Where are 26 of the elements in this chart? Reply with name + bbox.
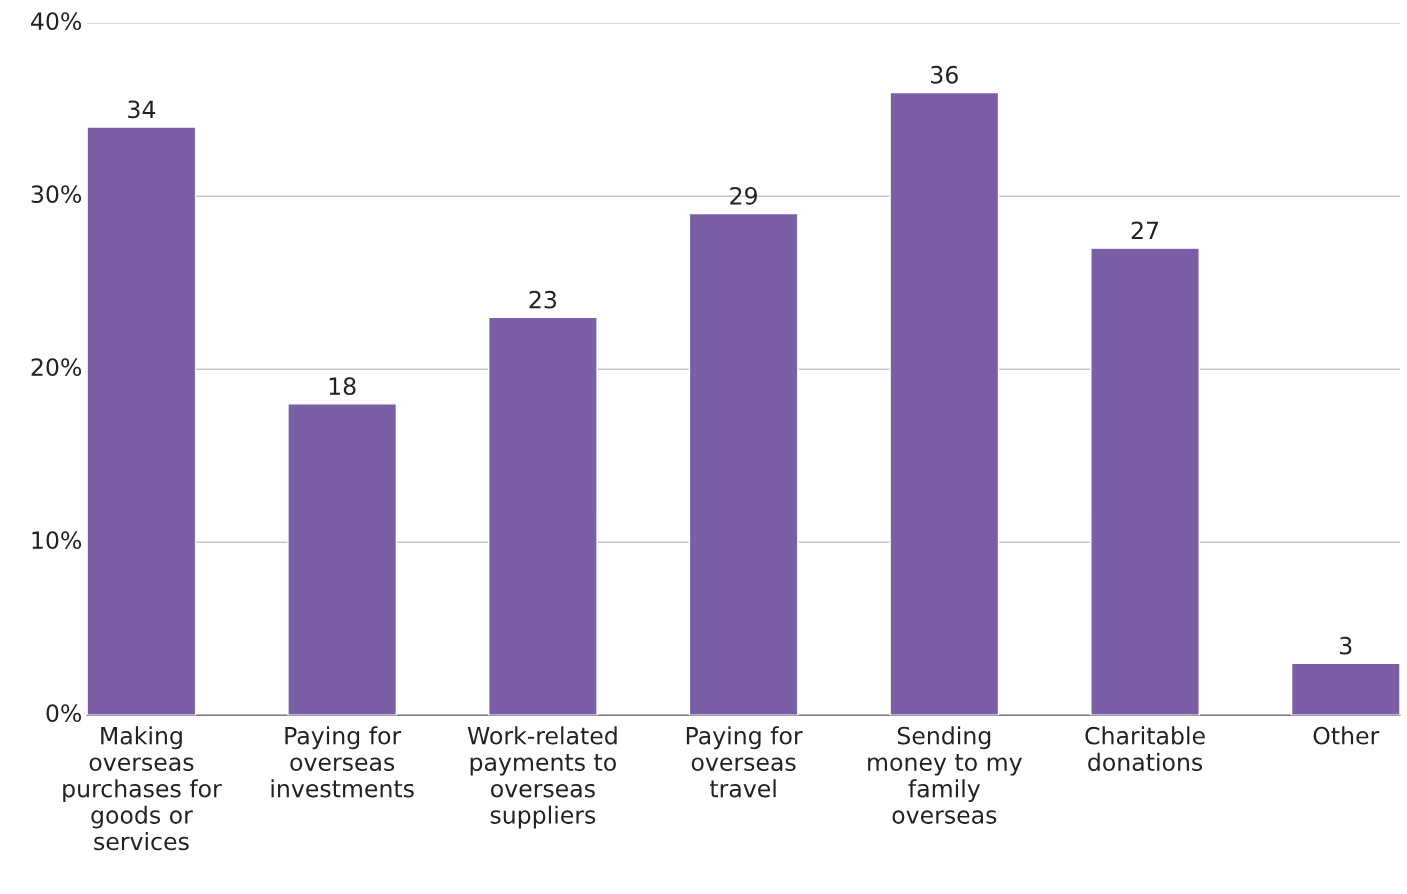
- data-label: 29: [730, 186, 757, 205]
- x-tick-label: Making overseas purchases for goods or services: [63, 726, 222, 851]
- data-label: 3: [1340, 636, 1352, 655]
- data-label: 23: [529, 290, 557, 309]
- y-tick-label: 0%: [46, 704, 82, 723]
- bar: [487, 316, 598, 716]
- y-tick-label: 10%: [32, 531, 82, 550]
- x-tick-label: Other: [1313, 726, 1380, 745]
- y-tick-label: 20%: [31, 358, 82, 377]
- x-tick-label: Work-related payments to overseas suppliers: [467, 726, 617, 829]
- data-label: 18: [329, 377, 356, 396]
- data-label: 34: [128, 100, 156, 119]
- x-tick-label: Charitable donations: [1085, 726, 1205, 772]
- bar: [889, 91, 1000, 716]
- bar: [287, 403, 398, 716]
- bar: [87, 126, 197, 716]
- y-tick-label: 40%: [31, 12, 82, 31]
- x-tick-label: Paying for overseas investments: [271, 726, 414, 798]
- y-tick-label: 30%: [31, 185, 82, 204]
- x-tick-label: Paying for overseas travel: [686, 726, 803, 798]
- bar: [1090, 247, 1200, 716]
- data-label: 36: [931, 65, 958, 84]
- bar: [688, 212, 799, 716]
- bar: [1290, 662, 1400, 716]
- data-label: 27: [1131, 221, 1159, 240]
- x-tick-label: Sending money to my family overseas: [868, 726, 1022, 824]
